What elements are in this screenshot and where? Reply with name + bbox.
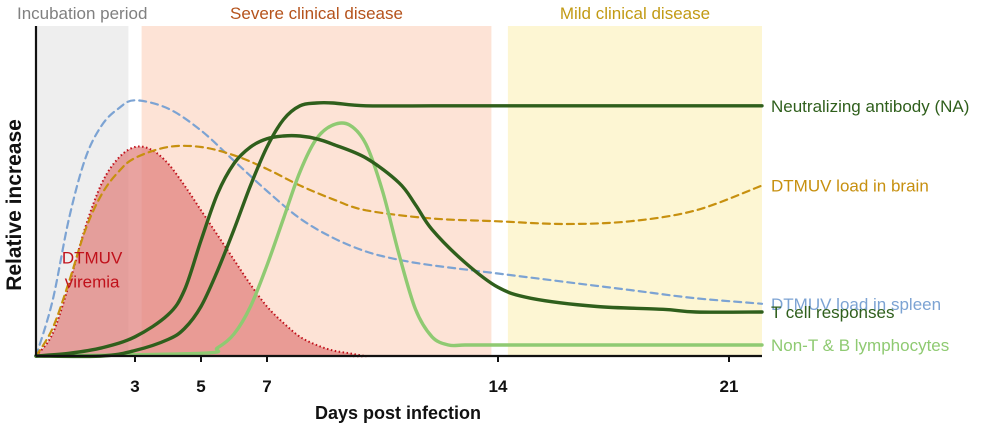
series-label-t-cell-responses: T cell responses — [771, 303, 894, 322]
x-tick-label-14: 14 — [489, 377, 508, 396]
series-area-dtmuv-viremia — [36, 146, 762, 357]
series-label-dtmuv-load-in-spleen: DTMUV load in spleen — [771, 295, 941, 314]
series-label-dtmuv-viremia-line-1: DTMUV — [62, 249, 123, 268]
series-label-dtmuv-load-in-brain: DTMUV load in brain — [771, 177, 929, 196]
series-line-dtmuv-load-in-brain — [34, 144, 764, 358]
x-tick-label-3: 3 — [130, 377, 139, 396]
y-axis-label: Relative increase — [3, 119, 26, 291]
series-label-non-t-b-lymphocytes: Non-T & B lymphocytes — [771, 336, 949, 355]
x-tick-label-7: 7 — [262, 377, 271, 396]
phase-label-mild-clinical-disease: Mild clinical disease — [560, 4, 710, 23]
series-line-dtmuv-load-in-spleen — [34, 99, 764, 358]
series-line-neutralizing-antibody-na — [34, 100, 764, 359]
series-line-non-t-b-lymphocytes — [34, 121, 764, 358]
x-axis-label: Days post infection — [315, 403, 481, 423]
phase-band-mild-clinical-disease — [507, 26, 762, 356]
phase-label-severe-clinical-disease: Severe clinical disease — [230, 4, 403, 23]
phase-label-incubation-period: Incubation period — [17, 4, 147, 23]
series-label-neutralizing-antibody-na: Neutralizing antibody (NA) — [771, 97, 969, 116]
series-label-dtmuv-viremia-line-2: viremia — [65, 273, 120, 292]
series-lines — [34, 99, 764, 359]
axes: 3 5 7 14 21 — [34, 26, 762, 396]
series-line-t-cell-responses — [34, 133, 764, 358]
phase-labels: Incubation period Severe clinical disease… — [17, 4, 710, 23]
x-tick-label-21: 21 — [720, 377, 739, 396]
x-tick-label-5: 5 — [196, 377, 205, 396]
series-labels: DTMUV viremia DTMUV load in spleen DTMUV lo… — [62, 97, 970, 355]
